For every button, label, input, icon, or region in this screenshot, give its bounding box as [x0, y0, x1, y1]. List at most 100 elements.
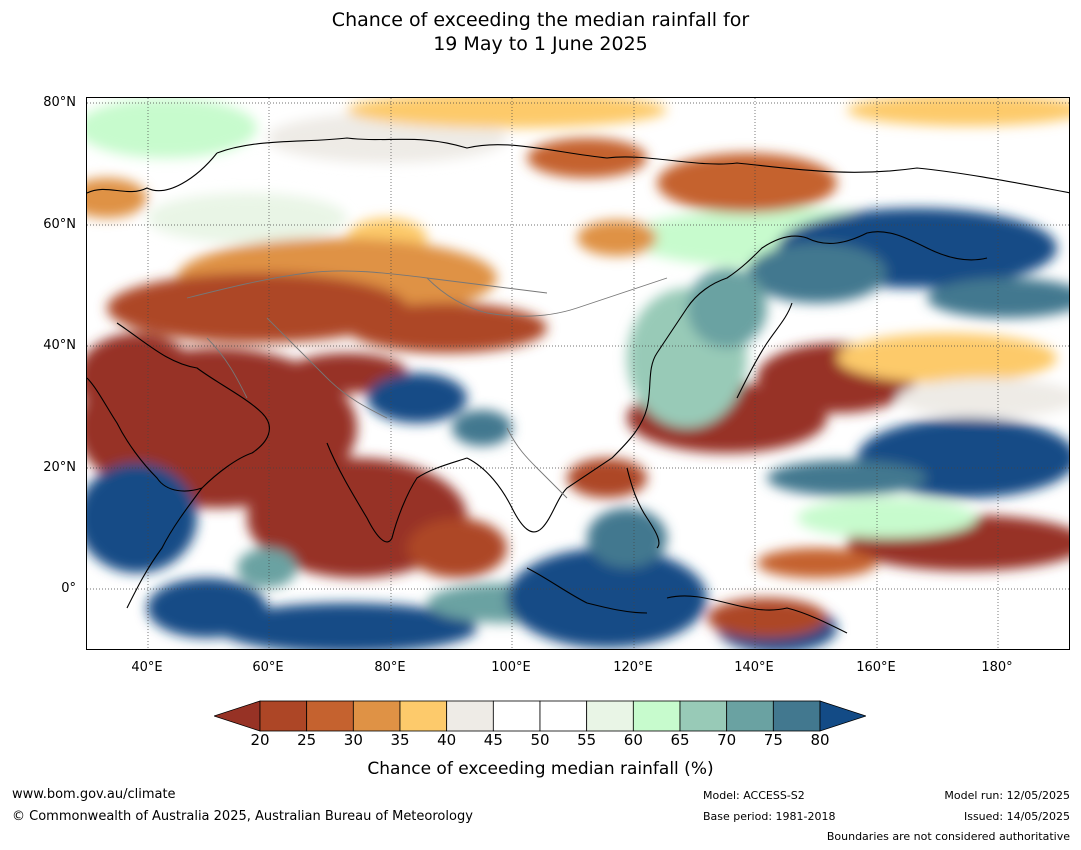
field-patch: [237, 548, 297, 588]
field-patch: [577, 220, 657, 256]
title-line-2: 19 May to 1 June 2025: [433, 33, 648, 55]
boundary: [186, 270, 548, 299]
field-patch: [87, 333, 197, 423]
new-guinea-coast: [666, 595, 848, 634]
field-patch: [927, 278, 1069, 318]
colorbar-extend-low: [212, 700, 261, 732]
philippines-coast: [626, 467, 660, 549]
graticule: [87, 98, 1069, 649]
website-link[interactable]: www.bom.gov.au/climate: [12, 787, 176, 802]
colorbar-tick-label: 35: [390, 731, 410, 749]
field-patch: [147, 193, 347, 243]
boundary: [206, 337, 248, 399]
copyright-notice: © Commonwealth of Australia 2025, Austra…: [12, 809, 473, 824]
field-patch: [757, 548, 877, 578]
colorbar-bin: [306, 700, 354, 732]
north-europe-coast: [87, 152, 218, 194]
boundary: [266, 317, 388, 419]
colorbar-bin: [446, 700, 494, 732]
colorbar-tick-label: 80: [810, 731, 830, 749]
japan-coast: [736, 302, 793, 399]
rainfall-map: [86, 97, 1070, 650]
lat-label-80n: 80°N: [43, 95, 76, 110]
colorbar-graphic: [212, 700, 868, 732]
colorbar-tick-label: 30: [343, 731, 363, 749]
boundary-disclaimer: Boundaries are not considered authoritat…: [826, 830, 1070, 843]
arctic-coast: [216, 137, 1069, 194]
field-patch: [452, 410, 512, 446]
field-patch: [567, 458, 647, 498]
colorbar-title: Chance of exceeding median rainfall (%): [367, 759, 714, 779]
coastlines: [87, 137, 1069, 634]
field-patch: [107, 273, 407, 343]
lon-label-120e: 120°E: [613, 660, 653, 675]
lon-label-160e: 160°E: [856, 660, 896, 675]
colorbar-tick-label: 70: [717, 731, 737, 749]
field-patch: [707, 598, 827, 638]
lat-label-60n: 60°N: [43, 217, 76, 232]
colorbar-tick-label: 25: [297, 731, 317, 749]
colorbar-tick-label: 75: [763, 731, 783, 749]
boundary: [426, 277, 668, 317]
country-boundaries: [186, 270, 668, 499]
colorbar-tick-label: 55: [577, 731, 597, 749]
lon-label-140e: 140°E: [734, 660, 774, 675]
field-patch: [587, 508, 667, 568]
colorbar-bin: [259, 700, 308, 732]
colorbar-tick-label: 65: [670, 731, 690, 749]
field-patch: [407, 518, 507, 578]
probability-fields: [87, 98, 1069, 649]
colorbar-tick-label: 20: [250, 731, 270, 749]
field-patch: [507, 548, 707, 648]
colorbar-tick-label: 45: [483, 731, 503, 749]
lon-label-80e: 80°E: [374, 660, 406, 675]
colorbar-bin: [726, 700, 774, 732]
colorbar-bin: [492, 700, 541, 732]
field-patch: [347, 98, 667, 128]
colorbar-tick-label: 50: [530, 731, 550, 749]
lon-label-60e: 60°E: [252, 660, 284, 675]
field-patch: [367, 373, 467, 423]
field-patch: [87, 178, 147, 218]
title-line-1: Chance of exceeding the median rainfall …: [331, 9, 750, 31]
issued-date: Issued: 14/05/2025: [963, 810, 1070, 823]
field-patch: [767, 460, 927, 496]
colorbar: [212, 700, 868, 736]
colorbar-tick-label: 40: [437, 731, 457, 749]
map-canvas: [87, 98, 1069, 649]
base-period-info: Base period: 1981-2018: [703, 810, 836, 823]
colorbar-tick-label: 60: [623, 731, 643, 749]
field-patch: [797, 498, 977, 538]
field-patch: [87, 98, 257, 158]
lat-label-0: 0°: [61, 581, 76, 596]
model-run-date: Model run: 12/05/2025: [944, 789, 1070, 802]
east-asia-coast: [686, 231, 988, 309]
lat-label-20n: 20°N: [43, 460, 76, 475]
field-patch: [847, 98, 1069, 126]
colorbar-bin: [632, 700, 681, 732]
map-title: Chance of exceeding the median rainfall …: [0, 8, 1081, 56]
field-patch: [897, 378, 1069, 418]
indonesia-coast: [526, 567, 648, 614]
lat-label-40n: 40°N: [43, 338, 76, 353]
lon-label-100e: 100°E: [491, 660, 531, 675]
colorbar-extend-high: [819, 700, 868, 732]
arabia-coast: [87, 322, 270, 492]
field-patch: [837, 333, 1057, 383]
colorbar-bin: [399, 700, 448, 732]
lon-label-40e: 40°E: [131, 660, 163, 675]
east-africa-coast: [126, 487, 203, 609]
colorbar-bin: [772, 700, 821, 732]
lon-label-180: 180°: [981, 660, 1013, 675]
se-asia-coast: [466, 307, 688, 533]
india-coast: [326, 442, 468, 543]
field-patch: [657, 153, 837, 213]
field-patch: [747, 243, 887, 303]
field-patch: [87, 463, 197, 573]
colorbar-bin: [586, 700, 634, 732]
model-info: Model: ACCESS-S2: [703, 789, 805, 802]
field-patch: [347, 303, 547, 353]
colorbar-bin: [539, 700, 588, 732]
colorbar-bin: [679, 700, 728, 732]
colorbar-bin: [352, 700, 401, 732]
